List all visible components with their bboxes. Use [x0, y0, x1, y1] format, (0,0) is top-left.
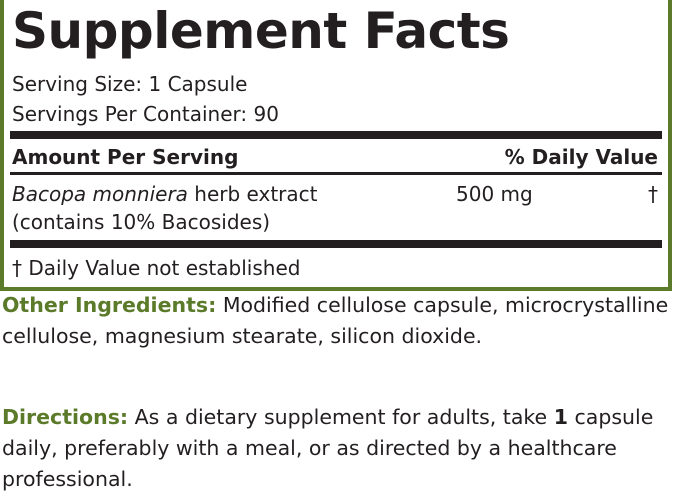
- ingredient-latin: Bacopa monniera: [12, 182, 188, 206]
- thin-rule: [10, 172, 662, 175]
- title: Supplement Facts: [12, 2, 510, 60]
- ingredient-detail: (contains 10% Bacosides): [12, 210, 271, 234]
- ingredient-rest: herb extract: [194, 182, 318, 206]
- label: Other Ingredients:: [2, 293, 217, 317]
- serving-size: Serving Size: 1 Capsule: [12, 72, 248, 96]
- thick-rule: [10, 240, 662, 248]
- thick-rule: [10, 131, 662, 139]
- facts-box: Supplement Facts Serving Size: 1 Capsule…: [0, 0, 672, 291]
- text: Modified cellulose capsule, microcrystal…: [2, 293, 669, 348]
- amount: 500 mg: [456, 182, 533, 206]
- column-header: % Daily Value: [504, 145, 658, 169]
- ingredient-name: Bacopa monniera herb extract: [12, 182, 318, 206]
- daily-value: †: [648, 182, 658, 206]
- column-header: Amount Per Serving: [12, 145, 239, 169]
- footnote: † Daily Value not established: [12, 256, 301, 280]
- directions: Directions: As a dietary supplement for …: [2, 402, 674, 495]
- text: As a dietary supplement for adults, take: [134, 405, 548, 429]
- other-ingredients: Other Ingredients: Modified cellulose ca…: [2, 290, 674, 352]
- servings-per-container: Servings Per Container: 90: [12, 102, 279, 126]
- dose: 1: [553, 405, 568, 429]
- text: capsule daily, preferably with a meal, o…: [2, 405, 654, 491]
- label: Directions:: [2, 405, 129, 429]
